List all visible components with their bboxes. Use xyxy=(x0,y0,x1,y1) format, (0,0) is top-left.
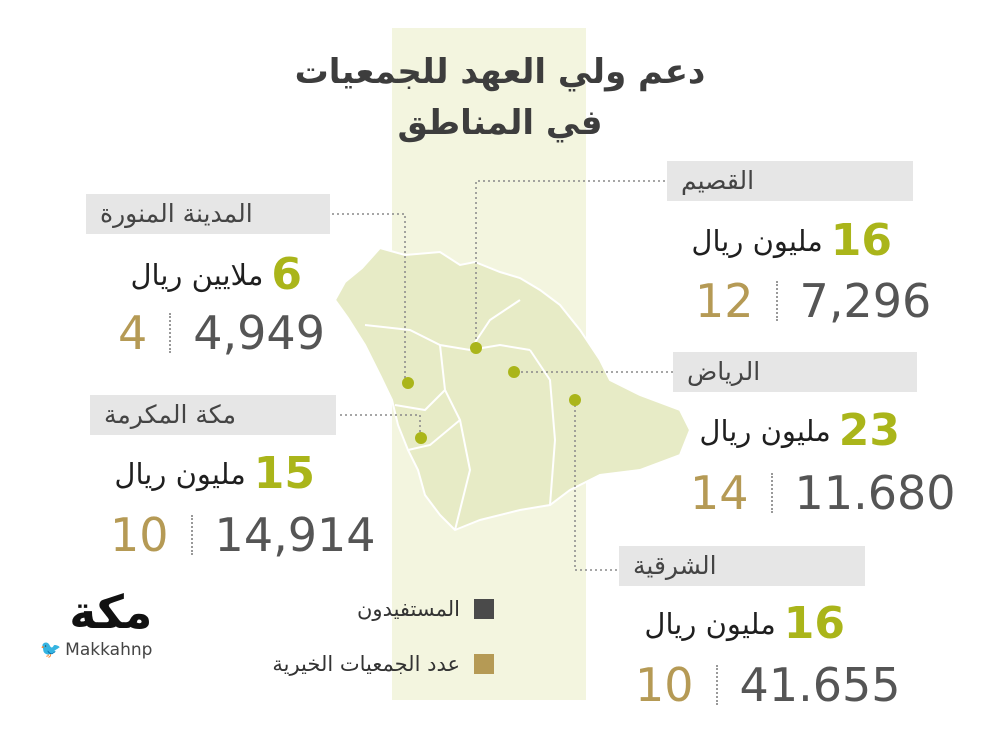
amount-number-makkah: 15 xyxy=(253,448,315,499)
stat-divider xyxy=(169,313,172,353)
region-name-qassim: القصيم xyxy=(667,161,913,201)
stats-eastern: 10 41.655 xyxy=(635,658,901,712)
amount-text-makkah: مليون ريال xyxy=(114,457,246,491)
region-name-eastern: الشرقية xyxy=(619,546,865,586)
amount-riyadh: 23مليون ريال xyxy=(699,405,900,456)
amount-text-eastern: مليون ريال xyxy=(644,607,776,641)
legend-label-beneficiaries: المستفيدون xyxy=(357,597,460,621)
amount-number-riyadh: 23 xyxy=(838,405,900,456)
amount-text-qassim: مليون ريال xyxy=(691,224,823,258)
amount-eastern: 16مليون ريال xyxy=(644,598,845,649)
amount-number-madinah: 6 xyxy=(271,249,302,300)
marker-eastern xyxy=(569,394,581,406)
title-line-1: دعم ولي العهد للجمعيات xyxy=(294,52,706,92)
region-name-madinah: المدينة المنورة xyxy=(86,194,330,234)
amount-text-madinah: ملايين ريال xyxy=(130,258,264,292)
legend-swatch-gold xyxy=(474,654,494,674)
amount-madinah: 6ملايين ريال xyxy=(130,249,302,300)
beneficiaries-eastern: 41.655 xyxy=(739,658,901,712)
beneficiaries-riyadh: 11.680 xyxy=(794,466,956,520)
connector-lines xyxy=(332,180,673,571)
amount-makkah: 15مليون ريال xyxy=(114,448,315,499)
region-markers xyxy=(402,342,581,444)
region-name-riyadh: الرياض xyxy=(673,352,917,392)
beneficiaries-makkah: 14,914 xyxy=(214,508,376,562)
stat-divider xyxy=(770,473,773,513)
twitter-handle: 🐦 Makkahnp xyxy=(40,640,152,660)
associations-makkah: 10 xyxy=(110,508,169,562)
map-shape xyxy=(333,246,692,532)
beneficiaries-madinah: 4,949 xyxy=(193,306,325,360)
amount-text-riyadh: مليون ريال xyxy=(699,414,831,448)
associations-qassim: 12 xyxy=(695,274,754,328)
associations-riyadh: 14 xyxy=(690,466,749,520)
stat-divider xyxy=(775,281,778,321)
legend-swatch-dark xyxy=(474,599,494,619)
amount-qassim: 16مليون ريال xyxy=(691,215,892,266)
stat-divider xyxy=(715,665,718,705)
logo-mark: مكة xyxy=(69,585,154,639)
stats-makkah: 10 14,914 xyxy=(110,508,376,562)
stats-riyadh: 14 11.680 xyxy=(690,466,956,520)
legend-beneficiaries: المستفيدون xyxy=(357,597,494,621)
makkah-logo: مكة 🐦 Makkahnp xyxy=(40,584,154,660)
marker-riyadh xyxy=(508,366,520,378)
region-name-makkah: مكة المكرمة xyxy=(90,395,336,435)
beneficiaries-qassim: 7,296 xyxy=(799,274,932,328)
stats-qassim: 12 7,296 xyxy=(695,274,931,328)
stat-divider xyxy=(190,515,193,555)
legend-associations: عدد الجمعيات الخيرية xyxy=(272,652,494,676)
amount-number-eastern: 16 xyxy=(783,598,845,649)
region-borders xyxy=(364,299,557,531)
title-line-2: في المناطق xyxy=(397,103,603,143)
marker-madinah xyxy=(402,377,414,389)
stats-madinah: 4 4,949 xyxy=(118,306,325,360)
handle-text: Makkahnp xyxy=(65,640,153,660)
associations-madinah: 4 xyxy=(118,306,148,360)
legend-label-associations: عدد الجمعيات الخيرية xyxy=(272,652,460,676)
amount-number-qassim: 16 xyxy=(830,215,892,266)
associations-eastern: 10 xyxy=(635,658,694,712)
marker-makkah xyxy=(415,432,427,444)
twitter-icon: 🐦 xyxy=(40,640,62,660)
marker-qassim xyxy=(470,342,482,354)
